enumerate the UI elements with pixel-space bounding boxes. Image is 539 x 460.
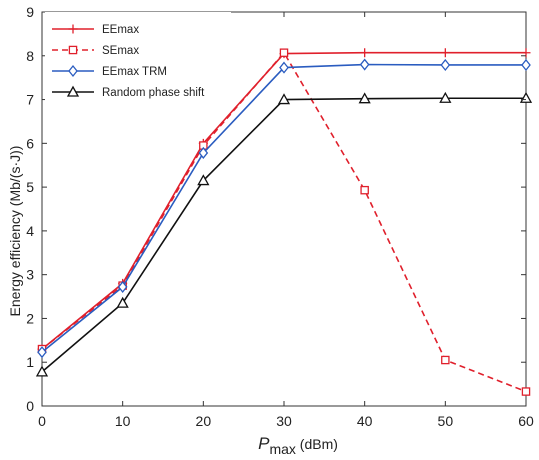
series-line bbox=[41, 97, 526, 373]
legend-label: Random phase shift bbox=[102, 87, 205, 99]
x-axis-label-sub: max bbox=[269, 441, 295, 457]
data-point bbox=[439, 91, 452, 103]
legend: EEmax SEmax EEmax TRM Random phase shift bbox=[45, 12, 231, 108]
legend-item: EEmax bbox=[52, 24, 139, 36]
x-tick-label: 50 bbox=[438, 413, 454, 429]
y-tick-label: 5 bbox=[26, 179, 34, 195]
data-point bbox=[440, 48, 450, 58]
x-axis-label-unit: (dBm) bbox=[296, 436, 338, 452]
y-tick-label: 3 bbox=[26, 267, 34, 283]
legend-marker bbox=[66, 85, 80, 97]
y-tick-label: 2 bbox=[26, 310, 34, 326]
legend-label: EEmax bbox=[102, 24, 139, 36]
data-point bbox=[358, 92, 371, 104]
data-point bbox=[117, 280, 128, 293]
legend-marker bbox=[68, 24, 78, 34]
x-axis-label-main: P bbox=[258, 434, 270, 453]
y-tick-label: 4 bbox=[26, 223, 34, 239]
data-point bbox=[37, 346, 47, 359]
data-point bbox=[279, 61, 289, 74]
data-point bbox=[521, 387, 531, 396]
data-point bbox=[116, 296, 129, 308]
data-point bbox=[359, 58, 370, 71]
data-point bbox=[360, 185, 369, 195]
data-point bbox=[441, 355, 450, 365]
y-tick-label: 8 bbox=[26, 48, 34, 64]
y-tick-label: 6 bbox=[26, 135, 34, 151]
data-point bbox=[198, 146, 209, 160]
data-point bbox=[440, 58, 451, 72]
data-point bbox=[279, 48, 289, 57]
legend-marker bbox=[68, 45, 78, 55]
legend-marker bbox=[68, 64, 78, 78]
y-tick-label: 1 bbox=[26, 354, 34, 370]
x-axis-label: Pmax (dBm) bbox=[258, 434, 338, 457]
legend-item: Random phase shift bbox=[52, 85, 205, 99]
x-tick-label: 40 bbox=[357, 413, 373, 429]
ticks-layer: 0 10 20 30 40 50 60 0 1 2 3 4 5 6 7 8 9 bbox=[26, 4, 534, 429]
x-tick-label: 0 bbox=[38, 413, 46, 429]
x-tick-label: 60 bbox=[518, 413, 534, 429]
series-3 bbox=[35, 91, 533, 377]
x-tick-label: 10 bbox=[115, 413, 131, 429]
legend-item: EEmax TRM bbox=[52, 64, 167, 78]
data-point bbox=[521, 58, 531, 72]
series-layer bbox=[35, 48, 533, 396]
legend-label: SEmax bbox=[102, 45, 139, 57]
legend-label: EEmax TRM bbox=[102, 66, 167, 78]
y-tick-label: 9 bbox=[26, 4, 34, 20]
legend-item: SEmax bbox=[52, 45, 139, 57]
data-point bbox=[277, 93, 291, 105]
y-tick-label: 0 bbox=[26, 398, 34, 414]
y-tick-label: 7 bbox=[26, 92, 34, 108]
data-point bbox=[35, 365, 49, 377]
data-point bbox=[360, 48, 370, 58]
series-2 bbox=[37, 58, 531, 359]
x-tick-label: 30 bbox=[276, 413, 292, 429]
y-axis-label: Energy efficiency (Mb/(s·J)) bbox=[7, 146, 23, 317]
data-point bbox=[197, 174, 210, 186]
x-tick-label: 20 bbox=[196, 413, 212, 429]
